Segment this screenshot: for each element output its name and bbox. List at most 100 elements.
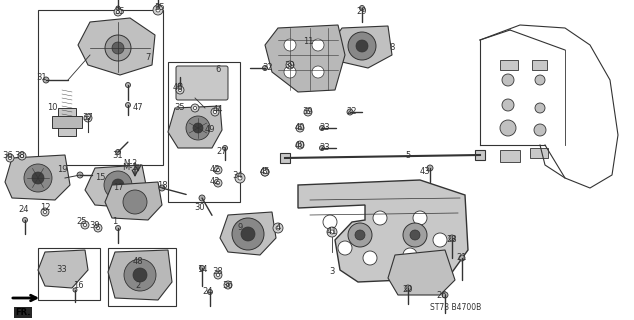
Text: 36: 36: [3, 150, 13, 159]
Circle shape: [43, 77, 49, 83]
Circle shape: [276, 226, 280, 230]
Bar: [38, 248, 100, 300]
Polygon shape: [38, 250, 88, 288]
Bar: [58, 108, 76, 136]
Circle shape: [153, 5, 163, 15]
Polygon shape: [108, 250, 172, 300]
Circle shape: [263, 170, 267, 173]
Circle shape: [306, 110, 309, 114]
Circle shape: [6, 154, 14, 162]
Text: 26: 26: [437, 291, 448, 300]
Bar: [475, 150, 485, 160]
Circle shape: [73, 288, 77, 292]
Text: 5: 5: [405, 150, 411, 159]
Text: 39: 39: [285, 60, 295, 69]
Circle shape: [115, 226, 120, 230]
Circle shape: [191, 104, 199, 112]
Text: 9: 9: [237, 223, 243, 233]
Circle shape: [41, 208, 49, 216]
Bar: [52, 116, 82, 128]
Circle shape: [459, 255, 465, 261]
Text: 24: 24: [203, 287, 213, 297]
Text: 2: 2: [136, 281, 141, 290]
Circle shape: [18, 152, 26, 160]
Text: 35: 35: [175, 103, 185, 113]
Text: 24: 24: [19, 205, 29, 214]
Circle shape: [123, 190, 147, 214]
Circle shape: [117, 10, 120, 13]
Text: 14: 14: [197, 266, 207, 275]
Text: 47: 47: [133, 103, 143, 113]
Text: 30: 30: [195, 204, 205, 212]
Text: 28: 28: [447, 236, 457, 244]
Text: 49: 49: [205, 125, 216, 134]
Text: 22: 22: [347, 108, 357, 116]
Circle shape: [199, 195, 205, 201]
Circle shape: [502, 99, 514, 111]
Circle shape: [214, 110, 217, 114]
Text: 37: 37: [82, 114, 93, 123]
Circle shape: [214, 166, 222, 174]
Circle shape: [133, 268, 147, 282]
Bar: [280, 153, 290, 163]
Text: FR.: FR.: [15, 308, 30, 317]
Circle shape: [262, 66, 268, 70]
Circle shape: [263, 170, 267, 173]
Circle shape: [534, 124, 546, 136]
Circle shape: [449, 235, 455, 241]
Circle shape: [211, 108, 219, 116]
Polygon shape: [168, 106, 222, 148]
Circle shape: [216, 273, 219, 276]
Circle shape: [8, 156, 11, 160]
Circle shape: [413, 211, 427, 225]
Text: 33: 33: [56, 266, 67, 275]
Circle shape: [403, 223, 427, 247]
Circle shape: [320, 146, 325, 150]
Circle shape: [312, 66, 324, 78]
Bar: [168, 62, 240, 202]
Circle shape: [116, 6, 120, 10]
Text: 19: 19: [57, 165, 67, 174]
Circle shape: [330, 230, 334, 234]
Circle shape: [338, 241, 352, 255]
Polygon shape: [78, 18, 155, 75]
Text: 12: 12: [40, 204, 50, 212]
Circle shape: [433, 233, 447, 247]
Circle shape: [193, 123, 203, 133]
Circle shape: [286, 61, 294, 69]
Circle shape: [214, 271, 222, 279]
Circle shape: [22, 218, 27, 222]
Text: 31: 31: [113, 150, 123, 159]
Text: 7: 7: [145, 53, 151, 62]
Text: M-2: M-2: [123, 158, 137, 167]
Text: 29: 29: [357, 7, 367, 17]
Circle shape: [20, 155, 23, 157]
Polygon shape: [265, 25, 345, 92]
Circle shape: [200, 266, 205, 270]
Circle shape: [304, 108, 312, 116]
Text: 40: 40: [295, 124, 305, 132]
Circle shape: [238, 176, 242, 180]
Text: 23: 23: [320, 143, 330, 153]
Bar: [532, 60, 547, 70]
FancyBboxPatch shape: [176, 66, 228, 100]
Text: 38: 38: [212, 268, 223, 276]
Text: 40: 40: [295, 140, 305, 149]
Circle shape: [216, 168, 219, 172]
Circle shape: [77, 172, 83, 178]
Text: 21: 21: [456, 253, 467, 262]
Circle shape: [114, 8, 122, 16]
Circle shape: [284, 39, 296, 51]
Circle shape: [94, 224, 102, 232]
Text: 8: 8: [389, 44, 395, 52]
Circle shape: [284, 66, 296, 78]
Polygon shape: [330, 26, 392, 68]
Circle shape: [81, 221, 89, 229]
Circle shape: [312, 39, 324, 51]
Circle shape: [193, 106, 197, 109]
Circle shape: [126, 102, 131, 108]
Text: 42: 42: [210, 178, 220, 187]
Circle shape: [327, 227, 337, 237]
Circle shape: [241, 227, 255, 241]
Polygon shape: [5, 155, 70, 200]
